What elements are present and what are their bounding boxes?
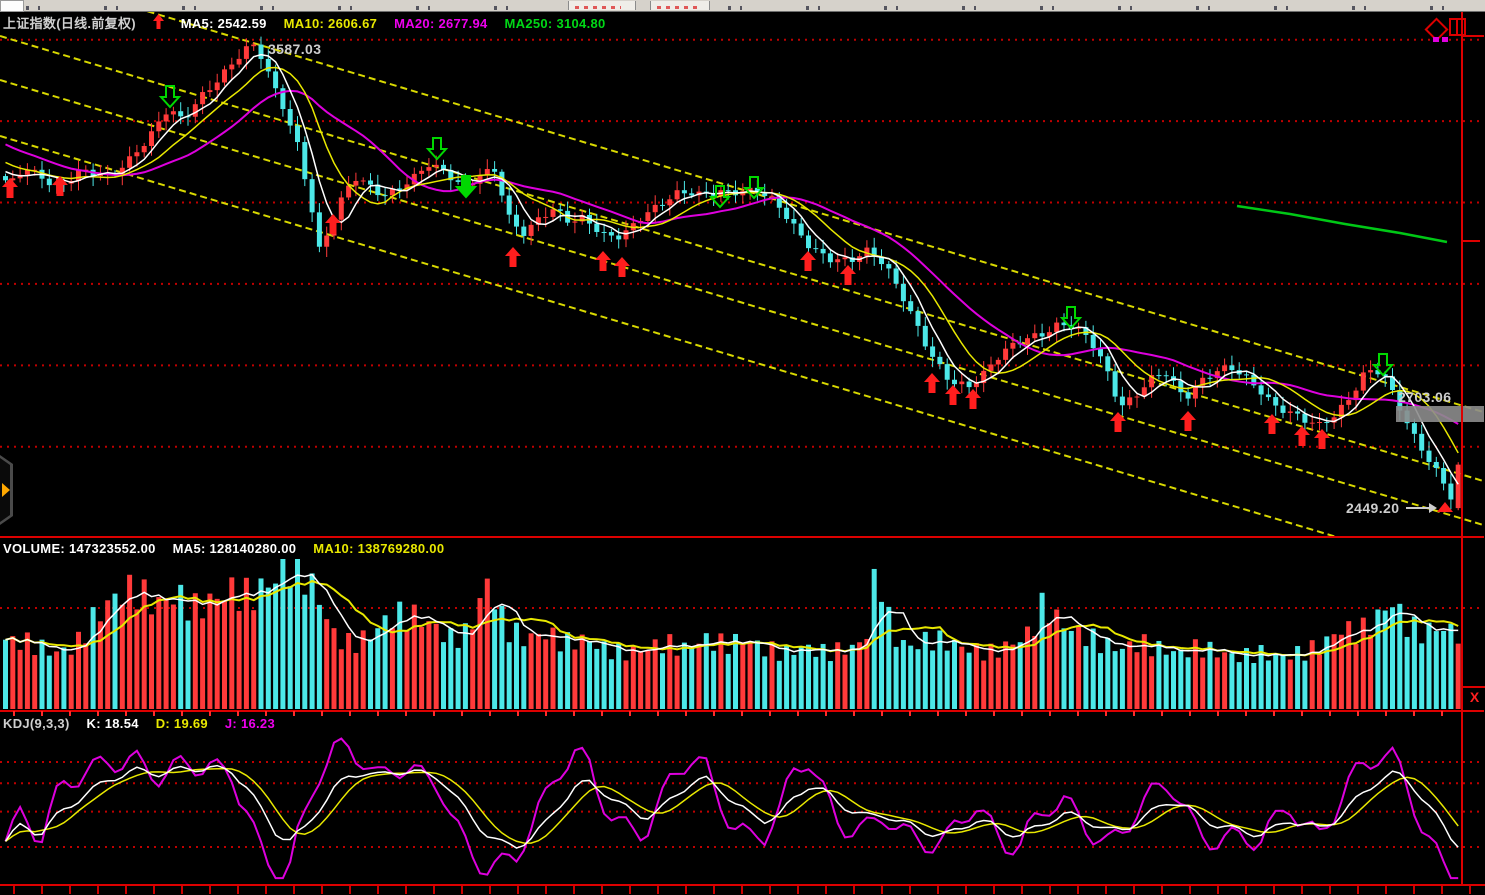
ma5-value: MA5: 2542.59 <box>180 16 267 31</box>
kdj-k-value: K: 18.54 <box>86 716 139 731</box>
toolbar-field[interactable] <box>0 0 24 12</box>
level-price-label: 2703.06 <box>1398 389 1452 405</box>
magenta-dot-icon <box>1433 37 1439 42</box>
low-price-label: 2449.20 <box>1346 500 1400 516</box>
close-indicator-button[interactable]: X <box>1469 689 1480 705</box>
kdj-header: KDJ(9,3,3) K: 18.54 D: 19.69 J: 16.23 <box>3 716 288 732</box>
magenta-dot-icon <box>1442 37 1448 42</box>
price-marker-triangle-icon <box>1437 502 1453 512</box>
main-chart-header: 上证指数(日线.前复权) MA5: 2542.59 MA10: 2606.67 … <box>3 14 619 33</box>
volume-value: VOLUME: 147323552.00 <box>3 541 156 556</box>
top-toolbar[interactable] <box>0 0 1485 12</box>
ma10-value: MA10: 2606.67 <box>283 16 378 31</box>
volume-ma5-value: MA5: 128140280.00 <box>172 541 297 556</box>
kdj-j-value: J: 16.23 <box>224 716 275 731</box>
peak-price-label: 3587.03 <box>268 41 322 57</box>
ma250-value: MA250: 3104.80 <box>504 16 606 31</box>
ma20-value: MA20: 2677.94 <box>394 16 488 31</box>
expand-arrow-icon <box>2 483 10 497</box>
symbol-title: 上证指数(日线.前复权) <box>3 16 136 31</box>
kdj-d-value: D: 19.69 <box>155 716 208 731</box>
volume-header: VOLUME: 147323552.00 MA5: 128140280.00 M… <box>3 541 457 557</box>
toolbar-button-2[interactable] <box>650 1 710 10</box>
kdj-name: KDJ(9,3,3) <box>3 716 70 731</box>
up-trend-icon <box>152 14 164 33</box>
toolbar-button-1[interactable] <box>568 1 636 10</box>
window-split-icon[interactable] <box>1449 18 1466 36</box>
sidebar-expand-handle[interactable] <box>0 455 13 525</box>
volume-ma10-value: MA10: 138769280.00 <box>313 541 445 556</box>
